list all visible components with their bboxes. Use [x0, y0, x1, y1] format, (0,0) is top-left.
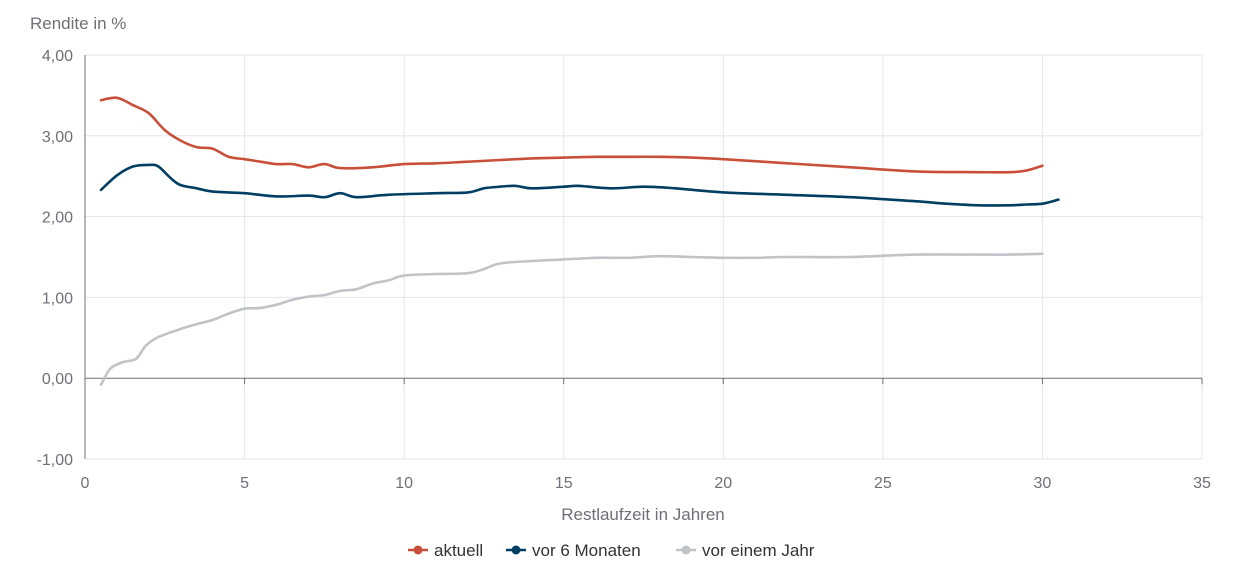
series-line-1[interactable] — [99, 163, 1060, 207]
series-line-2[interactable] — [99, 252, 1044, 386]
x-tick-label: 5 — [240, 475, 249, 492]
y-tick-label: 1,00 — [42, 290, 73, 307]
legend-item-2[interactable]: vor einem Jahr — [676, 541, 815, 560]
tick-labels: 0 5 10 15 20 25 30 35 -1,00 0,00 1,00 2,00 3,00 4,00 — [37, 48, 1211, 492]
y-tick-label: 3,00 — [42, 129, 73, 146]
legend-label: aktuell — [434, 541, 483, 560]
series-lines — [99, 96, 1060, 386]
y-tick-label: 4,00 — [42, 48, 73, 65]
legend[interactable]: aktuell vor 6 Monaten vor einem Jahr — [408, 541, 815, 560]
axes — [84, 55, 1203, 459]
legend-swatch-dot — [511, 545, 521, 555]
x-tick-label: 35 — [1193, 475, 1211, 492]
legend-item-0[interactable]: aktuell — [408, 541, 483, 560]
x-tick-label: 30 — [1034, 475, 1052, 492]
legend-swatch-dot — [681, 545, 691, 555]
y-tick-label: 2,00 — [42, 210, 73, 227]
x-tick-label: 15 — [555, 475, 573, 492]
x-tick-label: 0 — [81, 475, 90, 492]
x-axis-title: Restlaufzeit in Jahren — [561, 505, 724, 524]
legend-label: vor 6 Monaten — [532, 541, 641, 560]
legend-item-1[interactable]: vor 6 Monaten — [506, 541, 641, 560]
y-tick-label: -1,00 — [37, 452, 74, 469]
x-tick-label: 25 — [874, 475, 892, 492]
series-line-0[interactable] — [99, 96, 1044, 174]
y-axis-title: Rendite in % — [30, 14, 126, 33]
legend-label: vor einem Jahr — [702, 541, 815, 560]
y-tick-label: 0,00 — [42, 371, 73, 388]
x-tick-label: 10 — [395, 475, 413, 492]
x-tick-label: 20 — [714, 475, 732, 492]
legend-swatch-dot — [413, 545, 423, 555]
